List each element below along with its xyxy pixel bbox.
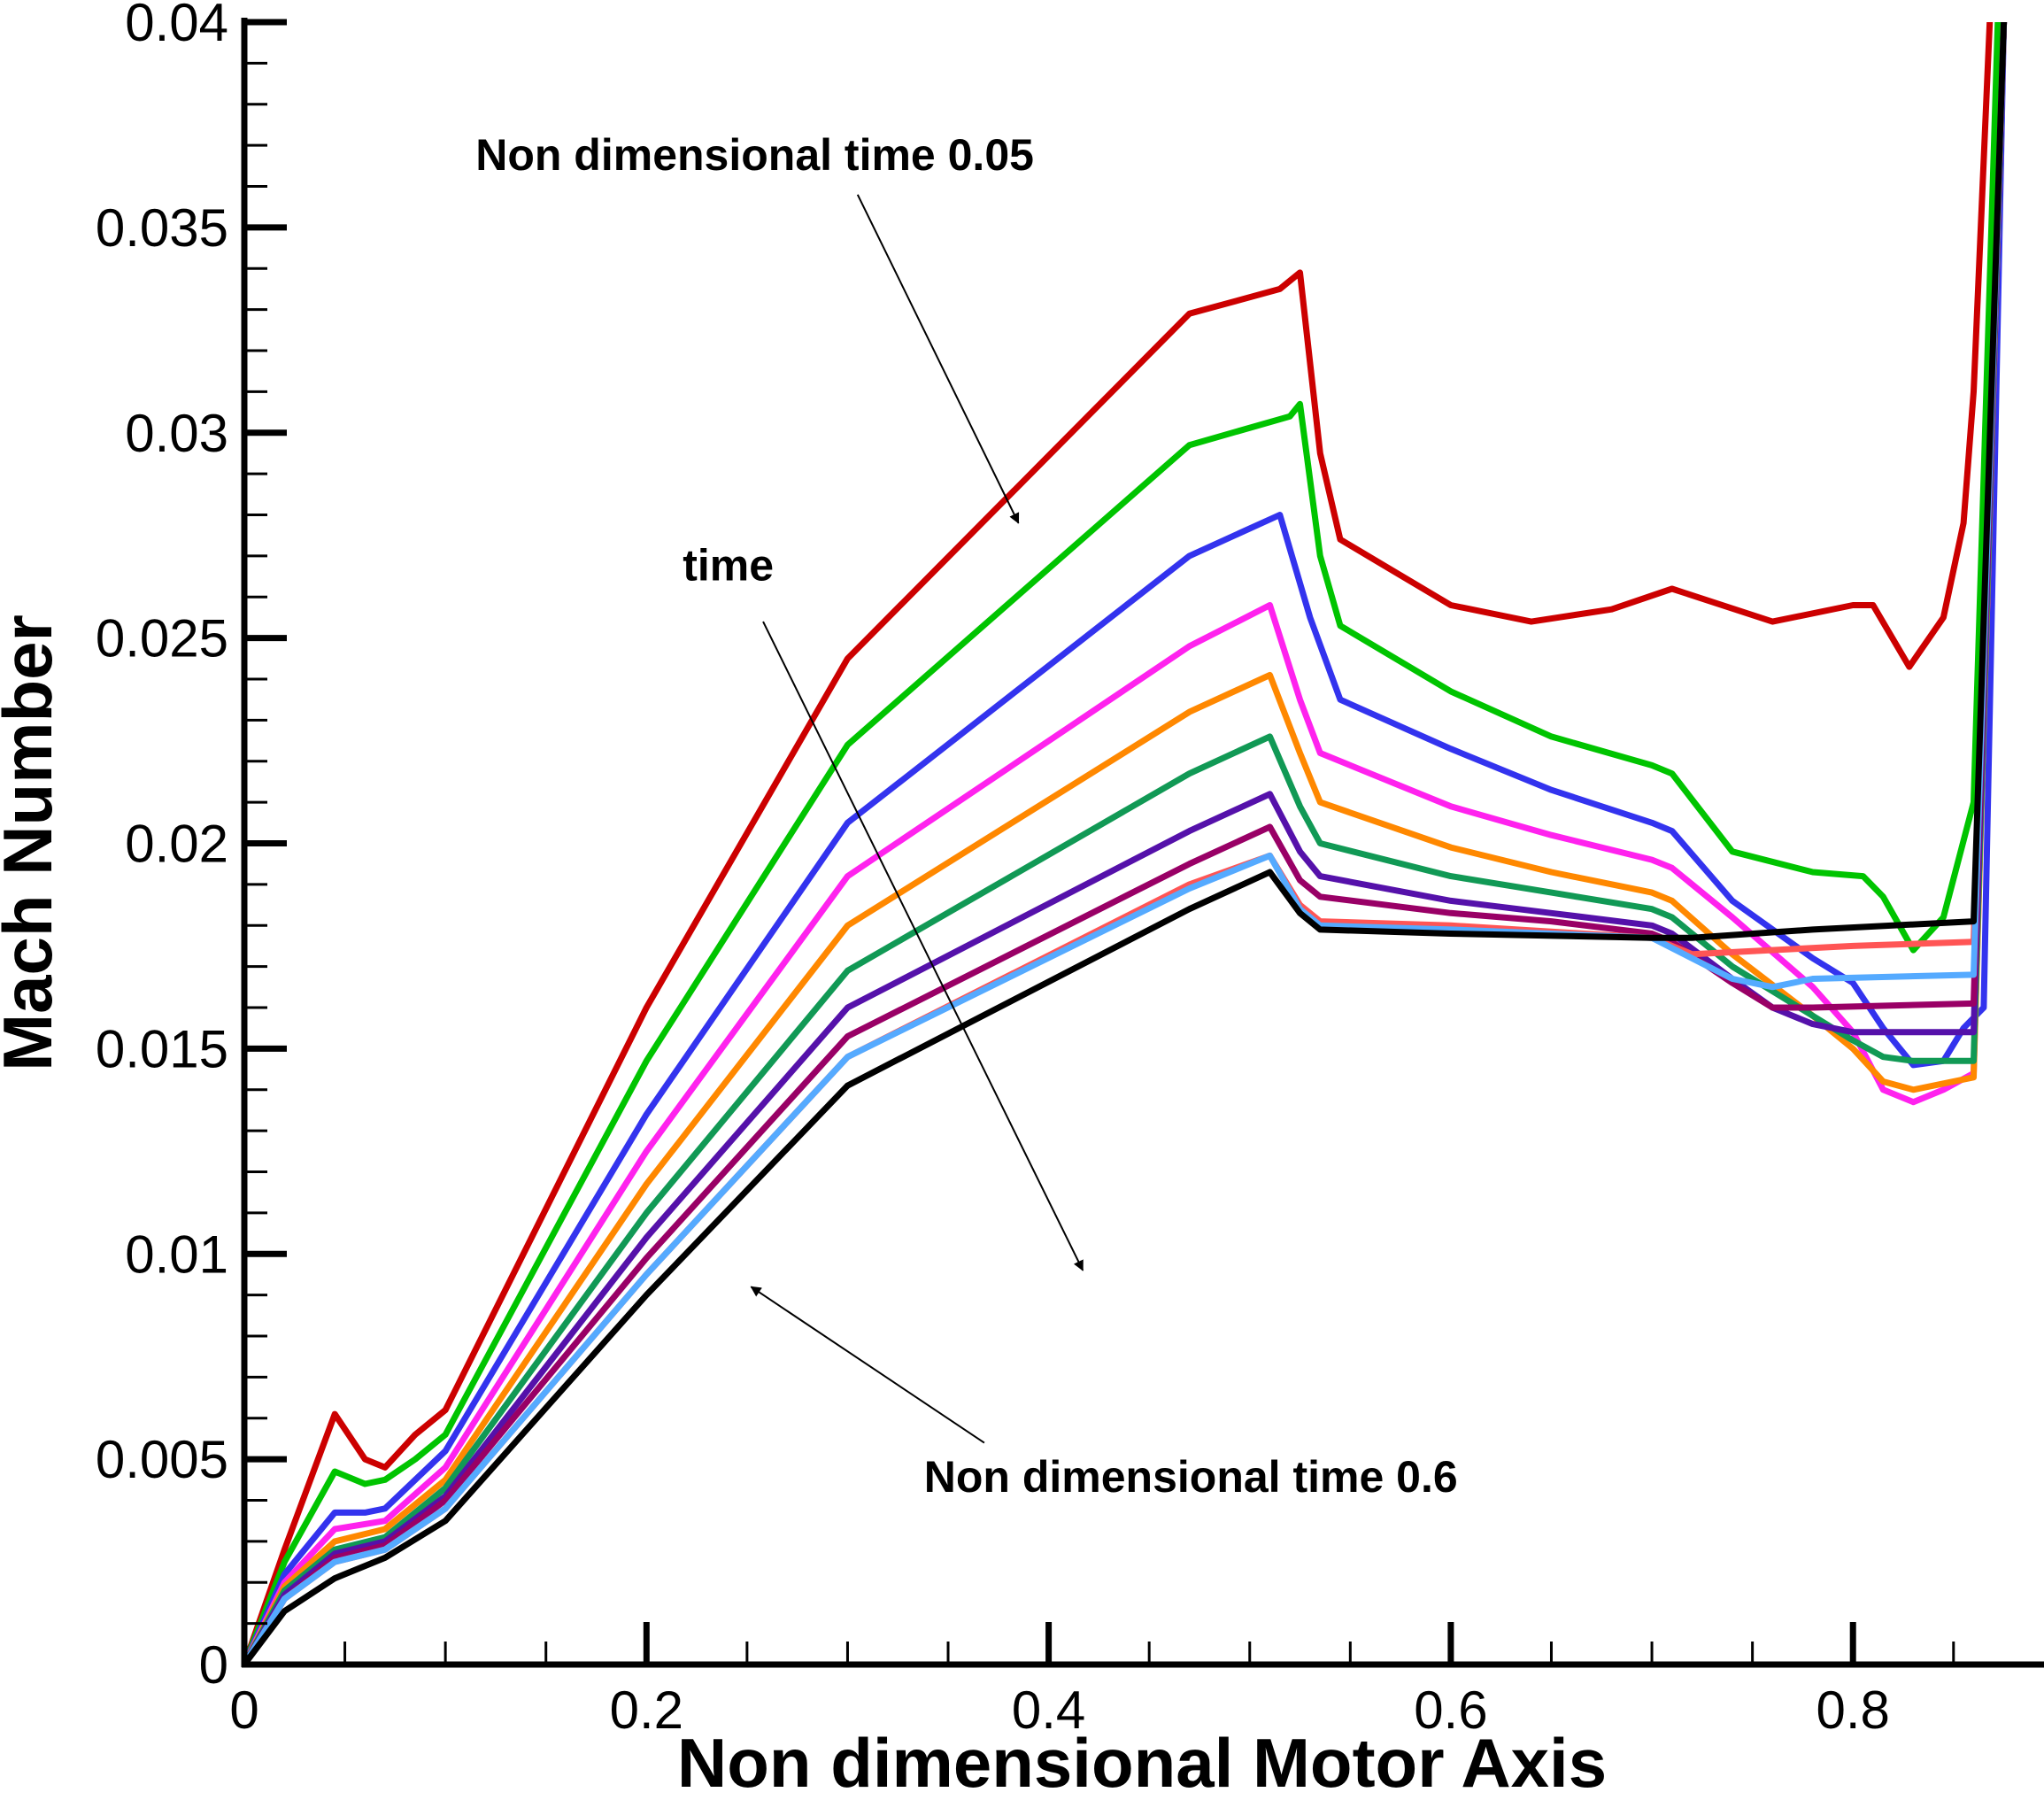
x-tick-label: 0.8 [1816,1680,1889,1740]
y-tick-label: 0.025 [96,609,228,668]
annotation-label: time [683,541,774,591]
series-line-2 [244,22,2002,1665]
series-line-8 [244,22,2008,1665]
y-tick-label: 0.015 [96,1019,228,1078]
series-line-11 [244,22,2008,1665]
y-tick-label: 0 [199,1635,228,1695]
annotation-arrow [750,1286,985,1444]
x-tick-label: 0 [229,1680,258,1740]
series-line-5 [244,22,2008,1665]
y-tick-label: 0.035 [96,198,228,258]
y-axis-title: Mach Number [0,614,66,1071]
series-line-1 [244,22,1994,1665]
annotation-arrow [856,194,1020,524]
y-tick-label: 0.02 [125,815,228,874]
x-tick-label: 0.2 [610,1680,683,1740]
x-axis-title: Non dimensional Motor Axis [677,1724,1607,1800]
series-layer [244,22,2008,1665]
annotations: Non dimensional time 0.05 time Non dimensi… [475,130,1457,1502]
series-line-4 [244,22,2008,1665]
y-tick-label: 0.04 [125,0,228,52]
series-line-6 [244,22,2008,1665]
x-tick-label: 0.6 [1414,1680,1487,1740]
ticks: 0 0.2 0.4 0.6 0.8 0 0.005 0.01 0.015 0.02 0.025 0.0… [96,0,1955,1740]
annotation-arrow [762,621,1084,1271]
annotation-label: Non dimensional time 0.6 [924,1452,1458,1502]
series-line-7 [244,22,2008,1665]
y-tick-label: 0.03 [125,404,228,463]
series-line-10 [244,22,2008,1665]
x-tick-label: 0.4 [1012,1680,1085,1740]
y-tick-label: 0.005 [96,1430,228,1489]
annotation-label: Non dimensional time 0.05 [475,130,1034,180]
y-tick-label: 0.01 [125,1224,228,1284]
